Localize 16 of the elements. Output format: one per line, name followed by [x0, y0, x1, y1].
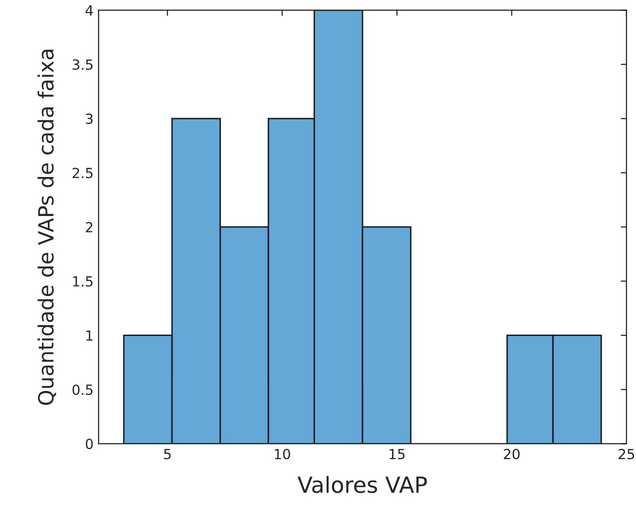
y-tick-label: 0 — [86, 438, 93, 450]
x-tick-label: 25 — [618, 448, 634, 460]
x-axis-title: Valores VAP — [298, 476, 427, 494]
y-tick-label: 0.5 — [72, 384, 93, 395]
y-tick-label: 3 — [86, 114, 93, 124]
y-tick-label: 1.5 — [73, 276, 93, 287]
y-tick-label: 2.5 — [72, 168, 93, 178]
x-tick-label: 20 — [504, 448, 520, 460]
x-tick-label: 5 — [164, 448, 171, 460]
y-tick-label: 4 — [86, 5, 93, 16]
x-tick-label: 15 — [390, 448, 405, 460]
y-tick-label: 3.5 — [72, 59, 93, 70]
y-tick-label: 2 — [86, 222, 92, 232]
x-tick-label: 10 — [274, 448, 290, 460]
y-tick-label: 1 — [86, 330, 92, 341]
y-axis-title: Quantidade de VAPs de cada faixa — [38, 50, 56, 405]
